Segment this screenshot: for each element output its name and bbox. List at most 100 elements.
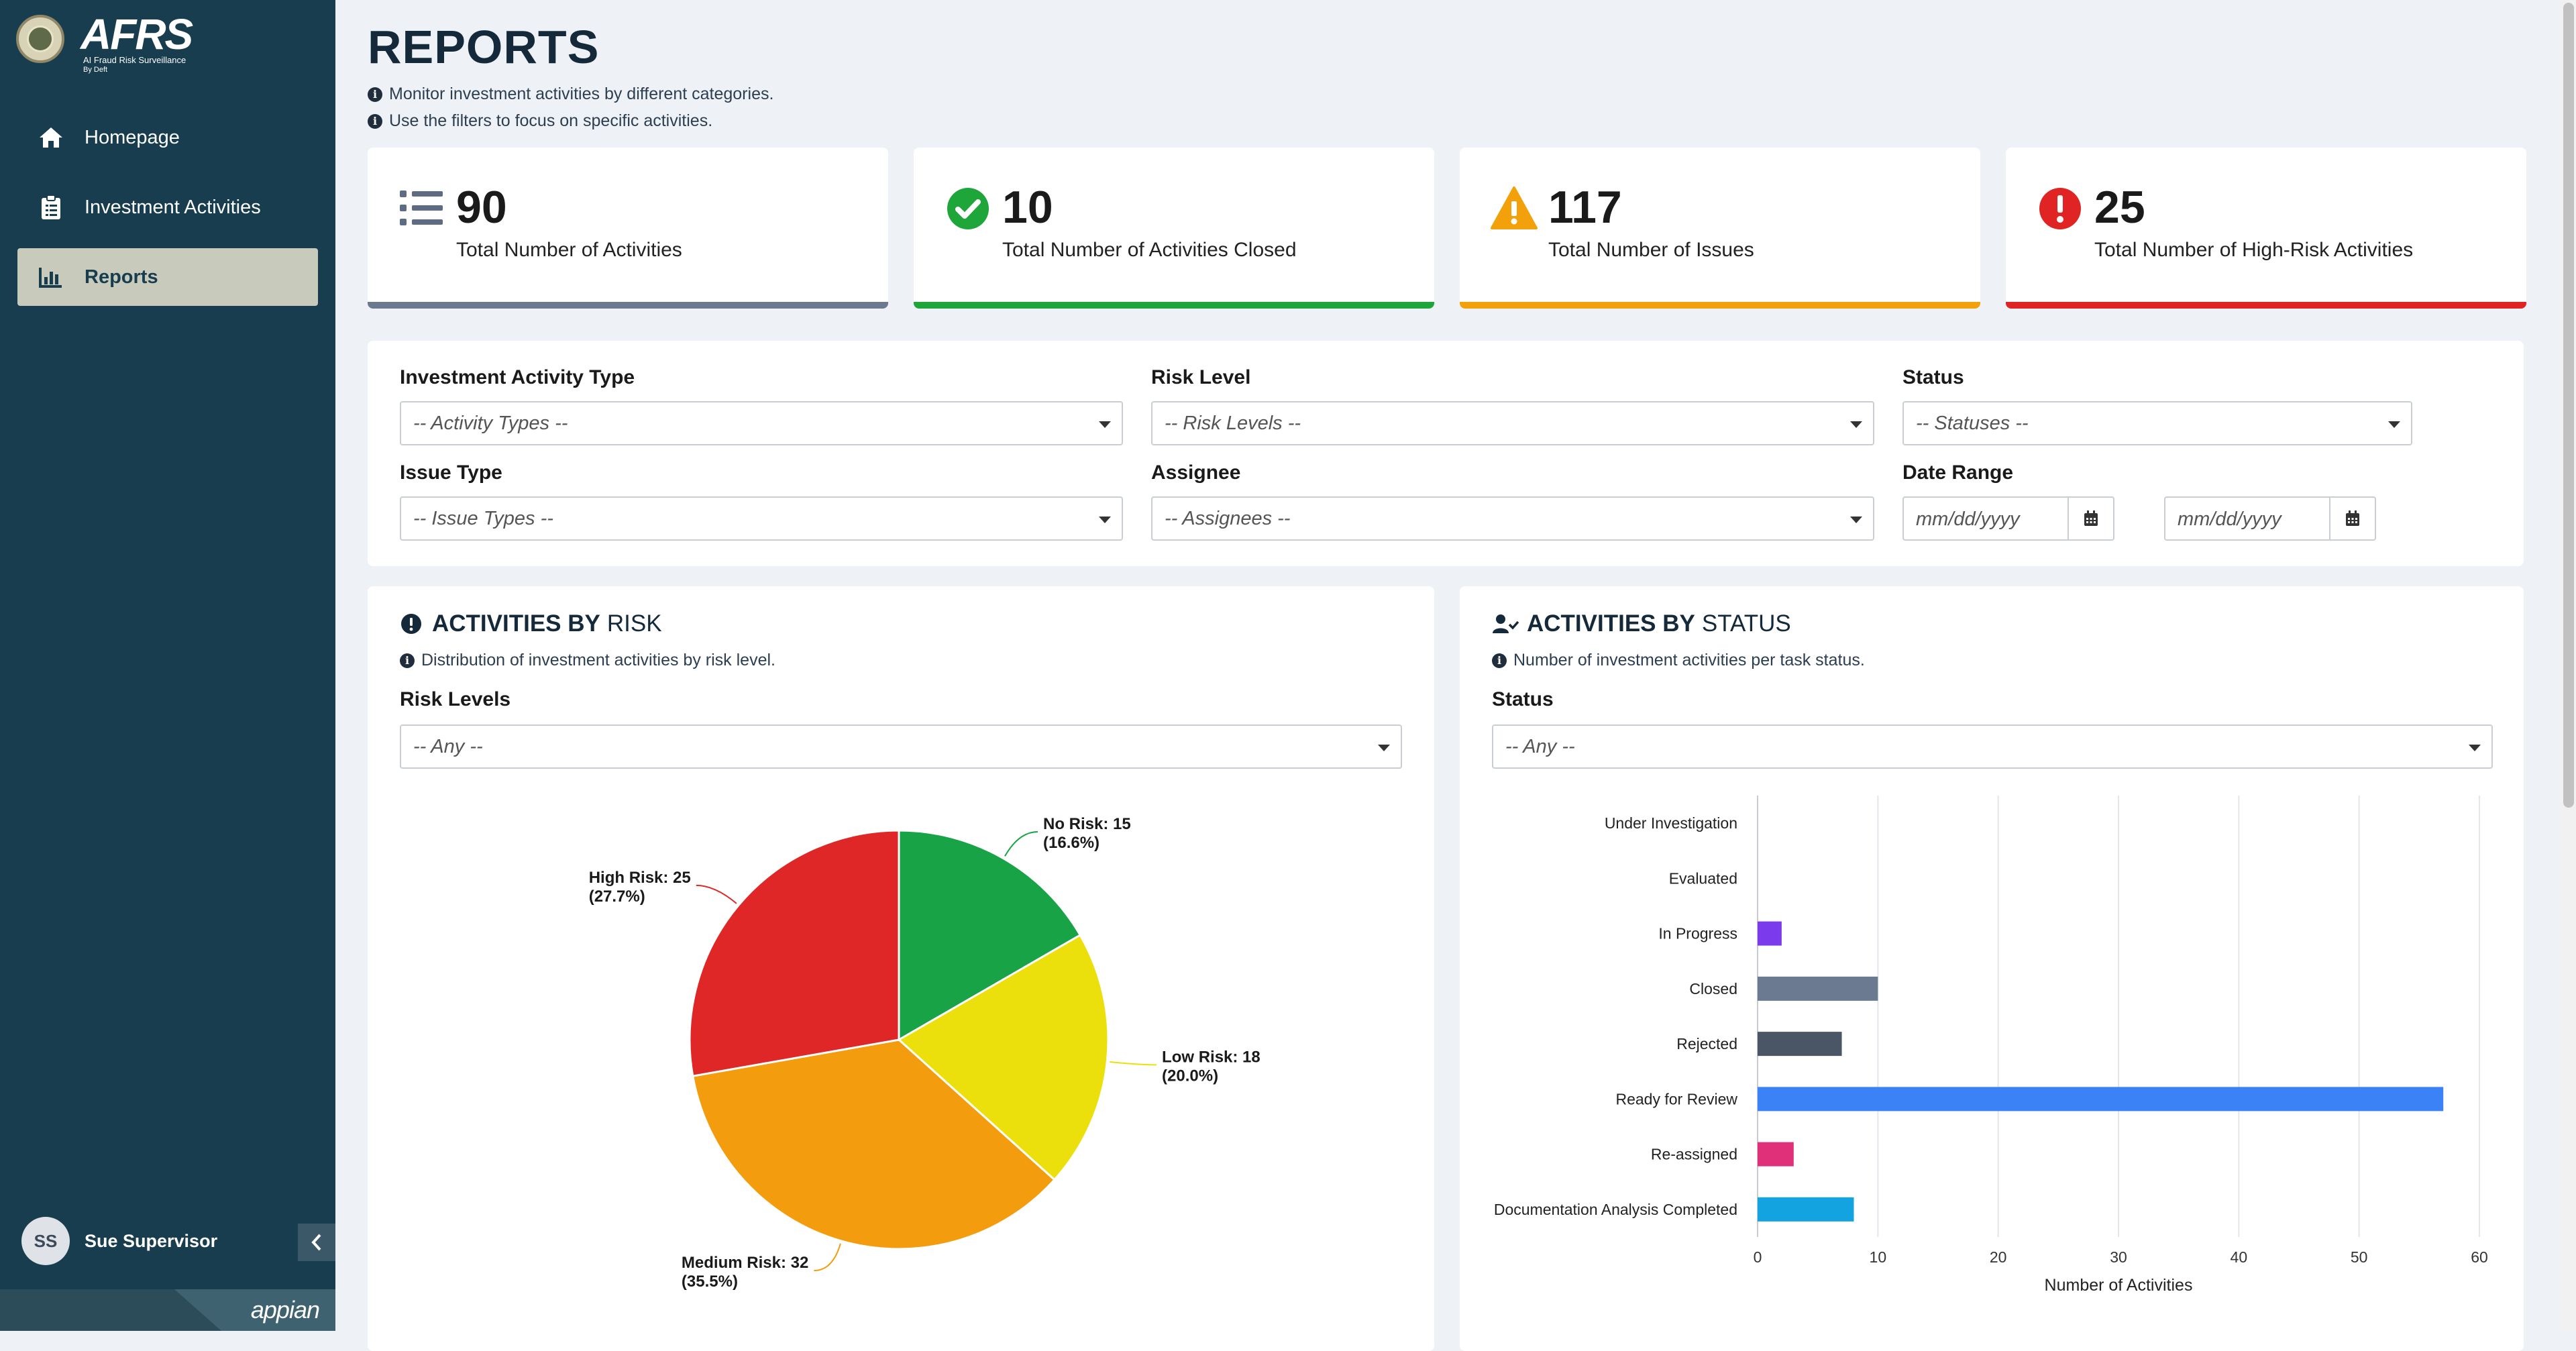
- caret-down-icon: [2388, 421, 2400, 428]
- kpi-label: Total Number of High-Risk Activities: [2094, 239, 2414, 261]
- panel-title: ACTIVITIES BY RISK: [400, 610, 662, 637]
- status-filter-select[interactable]: -- Any --: [1492, 724, 2493, 769]
- y-category-label: In Progress: [1658, 925, 1737, 942]
- sidebar-item-homepage[interactable]: Homepage: [17, 109, 318, 166]
- y-category-label: Under Investigation: [1605, 814, 1737, 832]
- calendar-icon[interactable]: [2068, 498, 2113, 539]
- x-axis-label: Number of Activities: [2045, 1276, 2193, 1295]
- chevron-left-icon: [311, 1234, 321, 1251]
- kpi-card-total-activities: 90 Total Number of Activities: [368, 148, 888, 309]
- logo-title: AFRS: [80, 10, 193, 58]
- pie-label-percent: (27.7%): [589, 887, 645, 906]
- panel-hint: i Number of investment activities per ta…: [1492, 651, 1865, 670]
- select-placeholder: -- Issue Types --: [413, 507, 553, 529]
- pie-label: High Risk: 25: [589, 869, 691, 887]
- sidebar-item-investment-activities[interactable]: Investment Activities: [17, 178, 318, 236]
- seal-icon: [16, 15, 64, 63]
- kpi-accent-bar: [368, 302, 888, 309]
- y-category-label: Evaluated: [1669, 869, 1737, 887]
- risk-level-select[interactable]: -- Risk Levels --: [1151, 401, 1874, 445]
- panel-title: ACTIVITIES BY STATUS: [1492, 610, 1791, 637]
- bar-closed[interactable]: [1758, 976, 1878, 1001]
- kpi-accent-bar: [914, 302, 1434, 309]
- date-to-field[interactable]: mm/dd/yyyy: [2164, 496, 2376, 541]
- kpi-value: 25: [2094, 182, 2145, 233]
- activities-by-status-panel: ACTIVITIES BY STATUS i Number of investm…: [1460, 586, 2524, 1351]
- kpi-card-closed: 10 Total Number of Activities Closed: [914, 148, 1434, 309]
- page-hint-text: Monitor investment activities by differe…: [389, 85, 774, 103]
- collapse-sidebar-button[interactable]: [298, 1224, 335, 1261]
- assignee-select[interactable]: -- Assignees --: [1151, 496, 1874, 541]
- pie-label-percent: (20.0%): [1162, 1067, 1218, 1085]
- y-category-label: Closed: [1689, 980, 1737, 997]
- exclamation-circle-icon: [401, 614, 421, 634]
- sidebar-item-reports[interactable]: Reports: [17, 248, 318, 306]
- logo-by: By Deft: [83, 66, 108, 74]
- list-icon: [400, 191, 443, 225]
- pie-label: Medium Risk: 32: [682, 1254, 808, 1272]
- kpi-label: Total Number of Activities: [456, 239, 682, 261]
- panel-hint-text: Number of investment activities per task…: [1513, 651, 1865, 669]
- date-placeholder: mm/dd/yyyy: [2178, 508, 2282, 530]
- date-range-label: Date Range: [1902, 462, 2014, 484]
- info-icon: i: [368, 113, 382, 129]
- x-tick-label: 40: [2231, 1248, 2248, 1266]
- info-icon: i: [1492, 653, 1507, 668]
- y-category-label: Re-assigned: [1651, 1146, 1737, 1163]
- select-placeholder: -- Activity Types --: [413, 412, 568, 434]
- logo-subtitle: AI Fraud Risk Surveillance: [83, 55, 186, 65]
- status-select[interactable]: -- Statuses --: [1902, 401, 2412, 445]
- page-hint: i Monitor investment activities by diffe…: [368, 85, 773, 104]
- user-check-icon: [1493, 614, 1519, 633]
- select-value: -- Any --: [1505, 735, 1575, 757]
- page-hint-text: Use the filters to focus on specific act…: [389, 111, 713, 130]
- bar-documentation-analysis-completed[interactable]: [1758, 1197, 1854, 1222]
- pie-slice-no-risk[interactable]: [898, 829, 1082, 1042]
- sidebar-item-label: Reports: [85, 266, 158, 288]
- bar-in-progress[interactable]: [1758, 921, 1782, 946]
- pie-label: Low Risk: 18: [1162, 1048, 1260, 1066]
- caret-down-icon: [2469, 745, 2481, 751]
- caret-down-icon: [1378, 745, 1390, 751]
- panel-title-bold: ACTIVITIES BY: [1527, 610, 1695, 637]
- check-circle-icon: [947, 188, 989, 229]
- select-placeholder: -- Risk Levels --: [1165, 412, 1301, 434]
- bar-re-assigned[interactable]: [1758, 1142, 1794, 1167]
- bar-ready-for-review[interactable]: [1758, 1087, 2444, 1112]
- select-placeholder: -- Statuses --: [1916, 412, 2029, 434]
- x-tick-label: 10: [1870, 1248, 1887, 1266]
- warning-icon: [1491, 186, 1538, 229]
- calendar-icon[interactable]: [2329, 498, 2375, 539]
- caret-down-icon: [1099, 421, 1111, 428]
- risk-levels-select[interactable]: -- Any --: [400, 724, 1402, 769]
- pie-slice-medium-risk[interactable]: [692, 1038, 1056, 1250]
- home-icon: [36, 123, 66, 152]
- sidebar-item-label: Investment Activities: [85, 196, 261, 218]
- pie-slice-low-risk[interactable]: [897, 933, 1110, 1181]
- caret-down-icon: [1099, 517, 1111, 523]
- footer-stripe: [174, 1289, 221, 1331]
- info-icon: i: [368, 87, 382, 102]
- select-value: -- Any --: [413, 735, 483, 757]
- bar-rejected[interactable]: [1758, 1032, 1842, 1057]
- page-title: REPORTS: [368, 21, 600, 73]
- pie-label: No Risk: 15: [1043, 815, 1131, 833]
- date-from-field[interactable]: mm/dd/yyyy: [1902, 496, 2114, 541]
- y-category-label: Documentation Analysis Completed: [1494, 1201, 1737, 1218]
- activity-type-select[interactable]: -- Activity Types --: [400, 401, 1123, 445]
- bar-chart-icon: [36, 262, 66, 292]
- scrollbar-thumb[interactable]: [2563, 3, 2574, 808]
- kpi-accent-bar: [1460, 302, 1980, 309]
- user-profile[interactable]: SS Sue Supervisor: [21, 1217, 217, 1265]
- app-logo[interactable]: AFRS AI Fraud Risk Surveillance By Deft: [16, 10, 231, 74]
- issue-type-label: Issue Type: [400, 462, 502, 484]
- footer-stripe: [221, 1289, 335, 1331]
- kpi-card-issues: 117 Total Number of Issues: [1460, 148, 1980, 309]
- pie-label-percent: (16.6%): [1043, 834, 1099, 852]
- issue-type-select[interactable]: -- Issue Types --: [400, 496, 1123, 541]
- clipboard-icon: [36, 193, 66, 222]
- status-label: Status: [1902, 366, 1964, 388]
- kpi-value: 117: [1548, 182, 1622, 233]
- kpi-accent-bar: [2006, 302, 2526, 309]
- pie-slice-high-risk[interactable]: [688, 829, 900, 1077]
